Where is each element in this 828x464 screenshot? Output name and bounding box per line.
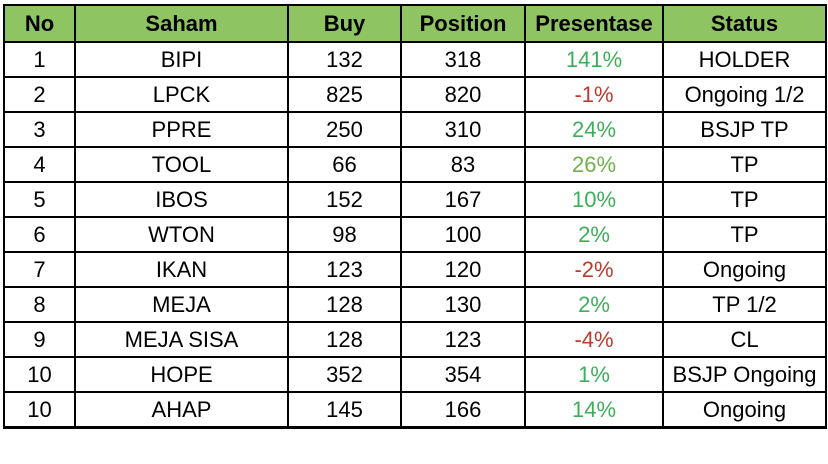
cell-saham[interactable]: WTON	[74, 216, 289, 253]
cell-position[interactable]: 354	[400, 356, 526, 393]
cell-presentase[interactable]: -1%	[524, 76, 664, 113]
cell-no[interactable]: 9	[3, 321, 76, 358]
cell-position[interactable]: 130	[400, 286, 526, 323]
table-row: 10 AHAP 145 166 14% Ongoing	[3, 391, 827, 429]
cell-status[interactable]: TP	[662, 146, 827, 183]
cell-buy[interactable]: 128	[287, 286, 402, 323]
table-row: 2 LPCK 825 820 -1% Ongoing 1/2	[3, 76, 827, 113]
cell-status[interactable]: TP 1/2	[662, 286, 827, 323]
table-row: 7 IKAN 123 120 -2% Ongoing	[3, 251, 827, 288]
cell-no[interactable]: 2	[3, 76, 76, 113]
cell-buy[interactable]: 128	[287, 321, 402, 358]
table-row: 1 BIPI 132 318 141% HOLDER	[3, 41, 827, 78]
cell-saham[interactable]: IBOS	[74, 181, 289, 218]
table-row: 3 PPRE 250 310 24% BSJP TP	[3, 111, 827, 148]
cell-buy[interactable]: 132	[287, 41, 402, 78]
table-header: No Saham Buy Position Presentase Status	[3, 4, 827, 43]
cell-presentase[interactable]: 24%	[524, 111, 664, 148]
cell-status[interactable]: HOLDER	[662, 41, 827, 78]
cell-status[interactable]: Ongoing	[662, 251, 827, 288]
cell-buy[interactable]: 825	[287, 76, 402, 113]
cell-no[interactable]: 10	[3, 356, 76, 393]
cell-buy[interactable]: 152	[287, 181, 402, 218]
cell-saham[interactable]: HOPE	[74, 356, 289, 393]
table-row: 4 TOOL 66 83 26% TP	[3, 146, 827, 183]
cell-saham[interactable]: LPCK	[74, 76, 289, 113]
table-row: 6 WTON 98 100 2% TP	[3, 216, 827, 253]
cell-position[interactable]: 100	[400, 216, 526, 253]
stock-position-table: No Saham Buy Position Presentase Status …	[3, 4, 827, 429]
header-status[interactable]: Status	[662, 4, 827, 43]
cell-buy[interactable]: 98	[287, 216, 402, 253]
cell-buy[interactable]: 250	[287, 111, 402, 148]
cell-presentase[interactable]: 141%	[524, 41, 664, 78]
cell-position[interactable]: 167	[400, 181, 526, 218]
cell-position[interactable]: 123	[400, 321, 526, 358]
header-presentase[interactable]: Presentase	[524, 4, 664, 43]
cell-saham[interactable]: IKAN	[74, 251, 289, 288]
cell-saham[interactable]: AHAP	[74, 391, 289, 429]
cell-buy[interactable]: 66	[287, 146, 402, 183]
cell-buy[interactable]: 145	[287, 391, 402, 429]
cell-position[interactable]: 120	[400, 251, 526, 288]
cell-position[interactable]: 83	[400, 146, 526, 183]
cell-presentase[interactable]: 2%	[524, 286, 664, 323]
header-position[interactable]: Position	[400, 4, 526, 43]
cell-no[interactable]: 10	[3, 391, 76, 429]
header-buy[interactable]: Buy	[287, 4, 402, 43]
cell-status[interactable]: BSJP Ongoing	[662, 356, 827, 393]
cell-presentase[interactable]: -4%	[524, 321, 664, 358]
table-row: 5 IBOS 152 167 10% TP	[3, 181, 827, 218]
cell-saham[interactable]: TOOL	[74, 146, 289, 183]
table-body: 1 BIPI 132 318 141% HOLDER 2 LPCK 825 820 -1% Ongoi…	[3, 41, 827, 429]
cell-saham[interactable]: MEJA	[74, 286, 289, 323]
cell-status[interactable]: CL	[662, 321, 827, 358]
cell-status[interactable]: Ongoing	[662, 391, 827, 429]
cell-position[interactable]: 318	[400, 41, 526, 78]
cell-no[interactable]: 1	[3, 41, 76, 78]
cell-status[interactable]: BSJP TP	[662, 111, 827, 148]
cell-no[interactable]: 7	[3, 251, 76, 288]
cell-no[interactable]: 5	[3, 181, 76, 218]
cell-no[interactable]: 6	[3, 216, 76, 253]
cell-presentase[interactable]: 26%	[524, 146, 664, 183]
cell-status[interactable]: Ongoing 1/2	[662, 76, 827, 113]
cell-no[interactable]: 8	[3, 286, 76, 323]
table-row: 9 MEJA SISA 128 123 -4% CL	[3, 321, 827, 358]
cell-buy[interactable]: 352	[287, 356, 402, 393]
cell-presentase[interactable]: 2%	[524, 216, 664, 253]
cell-status[interactable]: TP	[662, 216, 827, 253]
cell-position[interactable]: 166	[400, 391, 526, 429]
cell-no[interactable]: 4	[3, 146, 76, 183]
cell-saham[interactable]: BIPI	[74, 41, 289, 78]
cell-status[interactable]: TP	[662, 181, 827, 218]
header-saham[interactable]: Saham	[74, 4, 289, 43]
cell-buy[interactable]: 123	[287, 251, 402, 288]
cell-presentase[interactable]: 10%	[524, 181, 664, 218]
table-row: 10 HOPE 352 354 1% BSJP Ongoing	[3, 356, 827, 393]
header-row: No Saham Buy Position Presentase Status	[3, 4, 827, 43]
header-no[interactable]: No	[3, 4, 76, 43]
cell-position[interactable]: 820	[400, 76, 526, 113]
cell-presentase[interactable]: -2%	[524, 251, 664, 288]
cell-presentase[interactable]: 14%	[524, 391, 664, 429]
table-row: 8 MEJA 128 130 2% TP 1/2	[3, 286, 827, 323]
cell-saham[interactable]: MEJA SISA	[74, 321, 289, 358]
cell-position[interactable]: 310	[400, 111, 526, 148]
cell-saham[interactable]: PPRE	[74, 111, 289, 148]
cell-no[interactable]: 3	[3, 111, 76, 148]
cell-presentase[interactable]: 1%	[524, 356, 664, 393]
